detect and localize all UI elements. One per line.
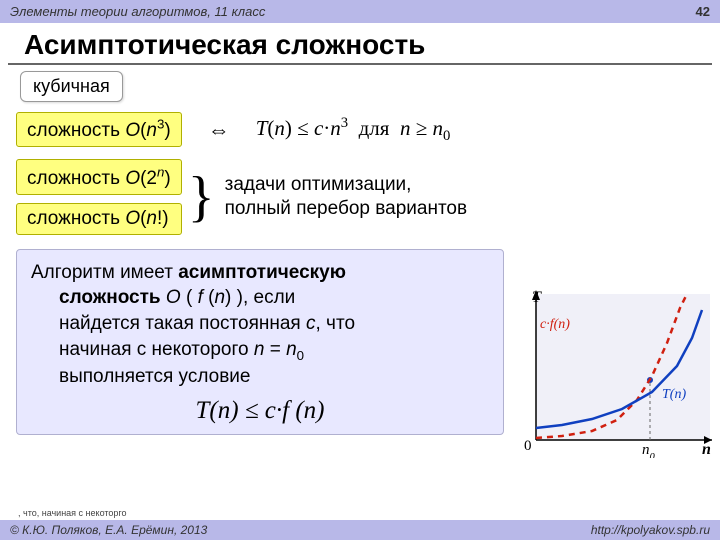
exp-boxes: сложность O(2n) сложность O(n!) xyxy=(16,159,182,234)
svg-text:T: T xyxy=(532,289,542,306)
footer-url: http://kpolyakov.spb.ru xyxy=(591,523,710,537)
def-text-2: O ( f (n) ), если xyxy=(161,287,296,308)
exp-row: сложность O(2n) сложность O(n!) } задачи… xyxy=(16,159,704,234)
brace-icon: } xyxy=(188,172,215,222)
def-text-3: найдется такая постоянная c, что xyxy=(59,313,355,334)
footer-bar: © К.Ю. Поляков, Е.А. Ерёмин, 2013 http:/… xyxy=(0,520,720,540)
cubic-badge: кубичная xyxy=(20,71,123,102)
def-text-4: начиная с некоторого n = n0 xyxy=(59,339,304,360)
svg-text:c·f(n): c·f(n) xyxy=(540,317,570,332)
def-formula: T(n) ≤ c·f (n) xyxy=(31,394,489,428)
page-number: 42 xyxy=(696,4,710,19)
complexity-n3-box: сложность O(n3) xyxy=(16,112,182,147)
def-text-5: выполняется условие xyxy=(59,366,250,387)
tiny-note: , что, начиная с некоторго xyxy=(18,508,127,518)
def-text-1: Алгоритм имеет xyxy=(31,262,178,283)
complexity-2n-box: сложность O(2n) xyxy=(16,159,182,194)
svg-text:n0: n0 xyxy=(642,442,656,458)
complexity-nfact-box: сложность O(n!) xyxy=(16,203,182,235)
header-bar: Элементы теории алгоритмов, 11 класс 42 xyxy=(0,0,720,23)
definition-box: Алгоритм имеет асимптотическую сложность… xyxy=(16,249,504,435)
svg-text:T(n): T(n) xyxy=(662,387,686,402)
complexity-chart: Tc·f(n) T(n) 0 n0 n xyxy=(522,288,716,458)
iff-arrow: ⇔ xyxy=(190,117,248,143)
def-bold-1: асимптотическую xyxy=(178,262,346,283)
def-bold-2: сложность xyxy=(59,287,161,308)
svg-text:n: n xyxy=(702,441,711,458)
header-left: Элементы теории алгоритмов, 11 класс xyxy=(10,4,265,19)
cubic-inequality: T(n) ≤ c·n3 для n ≥ n0 xyxy=(256,115,451,145)
copyright: © К.Ю. Поляков, Е.А. Ерёмин, 2013 xyxy=(10,523,207,537)
exp-description: задачи оптимизации,полный перебор вариан… xyxy=(225,173,467,221)
page-title: Асимптотическая сложность xyxy=(8,23,712,65)
cubic-row: сложность O(n3) ⇔ T(n) ≤ c·n3 для n ≥ n0 xyxy=(16,112,704,147)
complexity-n3-text: сложность O(n3) xyxy=(27,120,171,141)
svg-text:0: 0 xyxy=(524,438,532,454)
